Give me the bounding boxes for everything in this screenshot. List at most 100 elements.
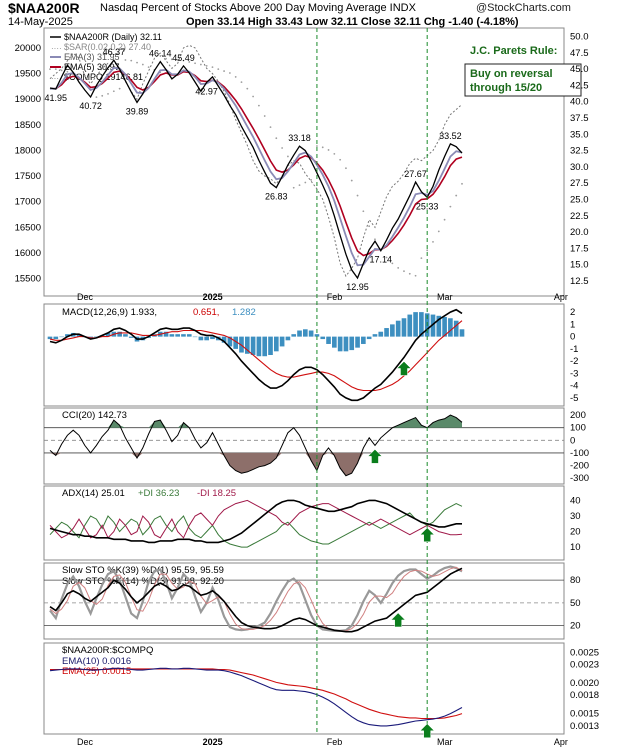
macd-hist-bar (76, 334, 82, 337)
y-tick-adx: 10 (570, 542, 581, 553)
y-tick-left: 20000 (15, 43, 41, 54)
macd-hist-bar (175, 334, 180, 337)
sar-dot (258, 104, 260, 107)
y-tick-ratio: 0.0015 (570, 709, 599, 720)
sar-dot (66, 70, 69, 73)
price-data-label: 33.18 (288, 133, 311, 143)
price-data-label: 12.95 (346, 282, 369, 292)
y-tick-cci: -300 (570, 473, 589, 484)
macd-hist-bar (186, 334, 192, 337)
chart-date: 14-May-2025 (8, 16, 73, 28)
sar-dot (391, 262, 394, 265)
macd-hist-bar (332, 336, 337, 348)
sar-dot (124, 59, 127, 61)
macd-hist-bar (227, 336, 233, 347)
price-data-label: 42.97 (195, 86, 218, 96)
x-tick-label-bottom: 2025 (203, 737, 223, 747)
chart-description: Nasdaq Percent of Stocks Above 200 Day M… (100, 2, 416, 14)
macd-hist-bar (436, 315, 442, 337)
series-ema5 (50, 70, 463, 257)
y-tick-macd: -5 (570, 393, 578, 404)
sar-dot (78, 73, 80, 76)
buy-signal-arrow-icon (396, 361, 412, 376)
y-tick-right: 42.5 (570, 80, 589, 91)
macd-hist-bar (117, 331, 122, 337)
y-tick-cci: -200 (570, 461, 589, 472)
sar-dot (356, 194, 359, 197)
price-legend: $NAA200R (Daily) 32.11 $SAR(0.02,0.2) 27… (50, 32, 162, 83)
macd-hist-bar (291, 334, 297, 337)
series-ratio-ema25 (50, 668, 463, 720)
macd-hist-bar (221, 336, 227, 343)
sar-dot (327, 149, 330, 151)
x-tick-label-top: Apr (554, 292, 568, 302)
macd-hist-bar (204, 336, 209, 341)
price-data-label: 27.67 (404, 169, 427, 179)
macd-hist-bar (343, 336, 349, 352)
sar-dot (414, 274, 417, 277)
sar-dot (339, 158, 342, 161)
y-tick-left: 18500 (15, 120, 41, 131)
sar-dot (165, 57, 167, 60)
legend-stoch-14: Slow STO %K(14) %D(3) 91.58, 92.20 (62, 576, 224, 587)
macd-hist-bar (250, 336, 256, 355)
macd-hist-bar (448, 318, 453, 337)
macd-hist-bar (361, 336, 366, 344)
sar-dot (368, 225, 371, 228)
sar-dot (240, 81, 243, 84)
legend-macd: MACD(12,26,9) 1.933, (62, 307, 157, 318)
panel-frame-stoch (43, 562, 565, 640)
macd-hist-bar (94, 336, 99, 338)
buy-signal-arrow-icon (419, 723, 435, 738)
macd-hist-bar (390, 324, 395, 337)
y-tick-stoch: 20 (570, 621, 581, 632)
price-data-label: 17.14 (369, 255, 392, 265)
macd-hist-bar (273, 336, 279, 352)
x-tick-label-bottom: Apr (554, 737, 568, 747)
y-tick-left: 16500 (15, 222, 41, 233)
buy-signal-arrow-icon (390, 612, 406, 628)
y-tick-right: 27.5 (570, 178, 589, 189)
y-tick-macd: 2 (570, 307, 575, 318)
sar-dot (455, 194, 458, 197)
macd-hist-bar (459, 329, 465, 337)
x-tick-label-top: Feb (327, 292, 343, 302)
y-tick-right: 12.5 (570, 276, 589, 287)
sar-dot (176, 59, 179, 61)
macd-hist-bar (337, 336, 343, 352)
sar-dot (287, 155, 289, 158)
macd-hist-bar (53, 336, 59, 340)
sar-dot (54, 68, 57, 71)
sar-dot (60, 69, 63, 72)
sar-dot (443, 218, 446, 221)
sar-dot (199, 63, 202, 66)
y-tick-stoch: 80 (570, 575, 581, 586)
y-tick-right: 20.0 (570, 227, 589, 238)
y-tick-stoch: 50 (570, 598, 581, 609)
y-tick-right: 45.0 (570, 64, 589, 75)
x-tick-label-bottom: Mar (437, 737, 453, 747)
macd-hist-bar (297, 330, 302, 337)
y-tick-left: 16000 (15, 248, 41, 259)
price-data-label: 40.72 (79, 101, 102, 111)
y-tick-right: 40.0 (570, 97, 589, 108)
legend-adx: ADX(14) 25.01 (62, 488, 125, 499)
panel-frame-price (43, 27, 565, 297)
sar-dot (205, 64, 208, 67)
ohlc-readout: Open 33.14 High 33.43 Low 32.11 Close 32… (186, 16, 519, 28)
sar-dot (420, 257, 423, 260)
y-tick-macd: 0 (570, 332, 575, 343)
macd-hist-bar (453, 320, 459, 337)
price-data-label: 41.95 (45, 93, 68, 103)
y-tick-right: 32.5 (570, 146, 589, 157)
y-tick-cci: 200 (570, 410, 586, 421)
y-tick-ratio: 0.0025 (570, 647, 599, 658)
macd-hist-bar (401, 318, 407, 337)
sar-dot (147, 66, 150, 69)
sar-dot (310, 179, 313, 181)
macd-hist-bar (413, 312, 418, 337)
sar-dot (49, 68, 51, 71)
y-tick-cci: 0 (570, 435, 575, 446)
macd-hist-bar (320, 336, 326, 340)
series-stoch-d14 (49, 566, 463, 632)
